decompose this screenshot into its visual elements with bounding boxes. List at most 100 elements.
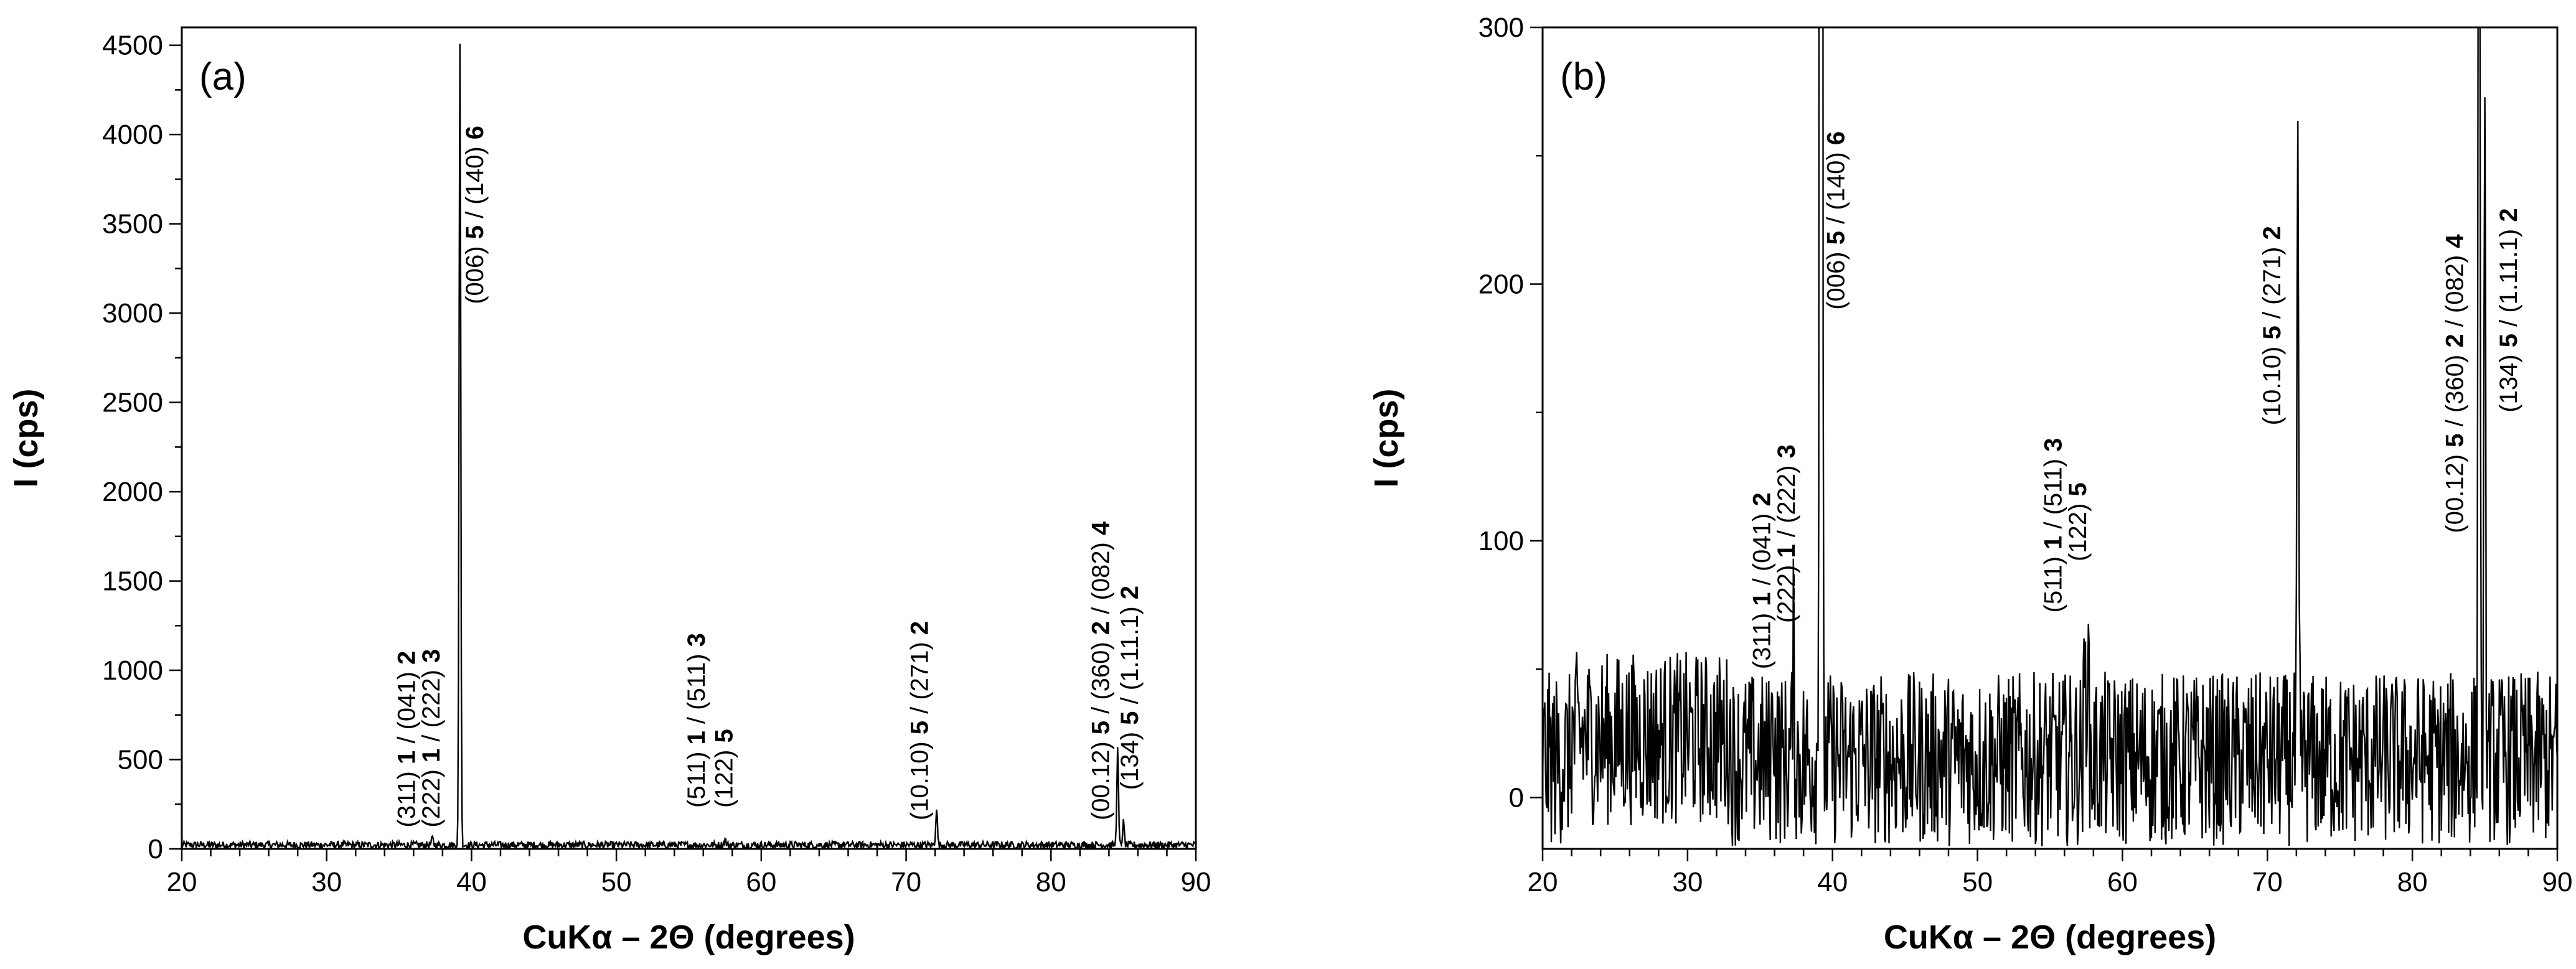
- x-tick-label: 80: [2397, 867, 2428, 897]
- x-tick-label: 20: [167, 867, 197, 897]
- phase-number: 1: [1749, 592, 1776, 606]
- peak-annotation: (134) 5 / (1.11.1) 2: [1116, 586, 1144, 790]
- peak-annotation: (134) 5 / (1.11.1) 2: [2495, 208, 2522, 412]
- phase-number: 4: [2442, 234, 2469, 248]
- peak-annotation: (511) 1 / (511) 3: [2040, 438, 2067, 613]
- y-tick-label: 500: [118, 745, 163, 775]
- reflection-index: / (271): [906, 635, 933, 721]
- y-tick-label: 3000: [102, 298, 163, 329]
- phase-number: 5: [2064, 482, 2092, 496]
- phase-number: 2: [1749, 492, 1776, 506]
- phase-number: 2: [906, 621, 933, 635]
- y-tick-label: 0: [148, 834, 163, 864]
- phase-number: 2: [1087, 621, 1114, 635]
- peak-annotation: (00.12) 5 / (360) 2 / (082) 4: [1087, 521, 1114, 820]
- panel-label: (b): [1560, 55, 1607, 98]
- phase-number: 1: [683, 731, 710, 744]
- reflection-index: (122): [710, 743, 738, 808]
- x-tick-label: 60: [2107, 867, 2138, 897]
- panel-a: 20 30 40 50 60 70 80 90 0 500 1000 1500 2000 2500 3000…: [7, 26, 1211, 956]
- reflection-index: / (082): [2442, 248, 2469, 334]
- phase-number: 5: [461, 225, 489, 239]
- x-tick-label: 60: [746, 867, 776, 897]
- y-tick-label: 300: [1478, 12, 1524, 43]
- y-axis-title: I (cps): [7, 388, 45, 487]
- reflection-index: (511): [2040, 550, 2067, 613]
- phase-number: 3: [2040, 438, 2067, 452]
- plot-frame: [1541, 26, 2559, 850]
- reflection-index: / (360): [2442, 348, 2469, 434]
- phase-number: 5: [2442, 434, 2469, 447]
- reflection-index: / (360): [1087, 635, 1114, 721]
- x-tick-label: 40: [1817, 867, 1848, 897]
- phase-number: 5: [710, 729, 738, 742]
- y-tick-label: 2500: [102, 388, 163, 418]
- y-tick-label: 1000: [102, 655, 163, 686]
- reflection-index: / (1.11.1): [1116, 599, 1144, 711]
- reflection-index: (134): [2495, 347, 2522, 412]
- peak-annotation: (006) 5 / (140) 6: [1822, 131, 1850, 310]
- phase-number: 2: [2259, 226, 2286, 240]
- phase-number: 1: [418, 749, 445, 762]
- y-tick-label: 100: [1478, 526, 1524, 556]
- reflection-index: (511): [683, 744, 710, 808]
- phase-number: 5: [1822, 231, 1850, 245]
- peak-annotation: (311) 1 / (041) 2: [393, 651, 421, 828]
- reflection-index: (00.12): [1087, 734, 1114, 820]
- reflection-index: / (222): [418, 663, 445, 749]
- phase-number: 5: [2495, 334, 2522, 347]
- plot-frame: [181, 26, 1197, 850]
- x-tick-label: 80: [1036, 867, 1066, 897]
- panel-label: (a): [199, 55, 247, 98]
- y-axis-title: I (cps): [1368, 388, 1405, 487]
- reflection-index: (10.10): [2259, 340, 2286, 426]
- reflection-index: / (041): [393, 665, 421, 751]
- x-axis-title: CuKα – 2Θ (degrees): [1884, 919, 2216, 956]
- x-tick-label: 50: [1962, 867, 1993, 897]
- phase-number: 2: [2442, 334, 2469, 347]
- phase-number: 5: [906, 721, 933, 734]
- reflection-index: (311): [1749, 606, 1776, 670]
- peak-annotation: (122) 5: [710, 729, 738, 808]
- peak-annotation: (511) 1 / (511) 3: [683, 633, 710, 808]
- phase-number: 3: [418, 649, 445, 663]
- peak-annotation: (222) 1 / (222) 3: [418, 649, 445, 828]
- reflection-index: (311): [393, 764, 421, 828]
- y-tick-label: 4500: [102, 30, 163, 61]
- phase-number: 3: [1773, 444, 1800, 458]
- reflection-index: / (511): [683, 647, 710, 731]
- y-tick-label: 4000: [102, 119, 163, 150]
- peak-annotation: (00.12) 5 / (360) 2 / (082) 4: [2442, 234, 2469, 533]
- reflection-index: (122): [2064, 497, 2092, 562]
- x-tick-label: 70: [891, 867, 921, 897]
- reflection-index: / (222): [1773, 458, 1800, 544]
- reflection-index: (222): [1773, 558, 1800, 624]
- peak-annotation: (006) 5 / (140) 6: [461, 126, 489, 304]
- reflection-index: (006): [1822, 245, 1850, 310]
- x-axis-title: CuKα – 2Θ (degrees): [522, 919, 855, 956]
- y-tick-label: 1500: [102, 566, 163, 597]
- reflection-index: / (140): [1822, 145, 1850, 231]
- reflection-index: / (271): [2259, 240, 2286, 325]
- phase-number: 1: [393, 751, 421, 764]
- reflection-index: (134): [1116, 725, 1144, 790]
- reflection-index: / (511): [2040, 452, 2067, 536]
- reflection-index: / (041): [1749, 507, 1776, 592]
- x-tick-label: 90: [2542, 867, 2573, 897]
- phase-number: 5: [1116, 711, 1144, 725]
- x-tick-label: 70: [2252, 867, 2283, 897]
- y-tick-label: 2000: [102, 477, 163, 507]
- reflection-index: / (140): [461, 139, 489, 225]
- phase-number: 5: [1087, 721, 1114, 734]
- x-tick-label: 30: [1672, 867, 1703, 897]
- phase-number: 1: [1773, 544, 1800, 558]
- reflection-index: (10.10): [906, 734, 933, 820]
- x-tick-label: 50: [601, 867, 632, 897]
- peak-annotation: (10.10) 5 / (271) 2: [906, 621, 933, 820]
- x-tick-label: 90: [1181, 867, 1211, 897]
- phase-number: 3: [683, 633, 710, 647]
- y-tick-label: 3500: [102, 209, 163, 240]
- phase-number: 2: [1116, 586, 1144, 599]
- peak-annotation: (222) 1 / (222) 3: [1773, 444, 1800, 623]
